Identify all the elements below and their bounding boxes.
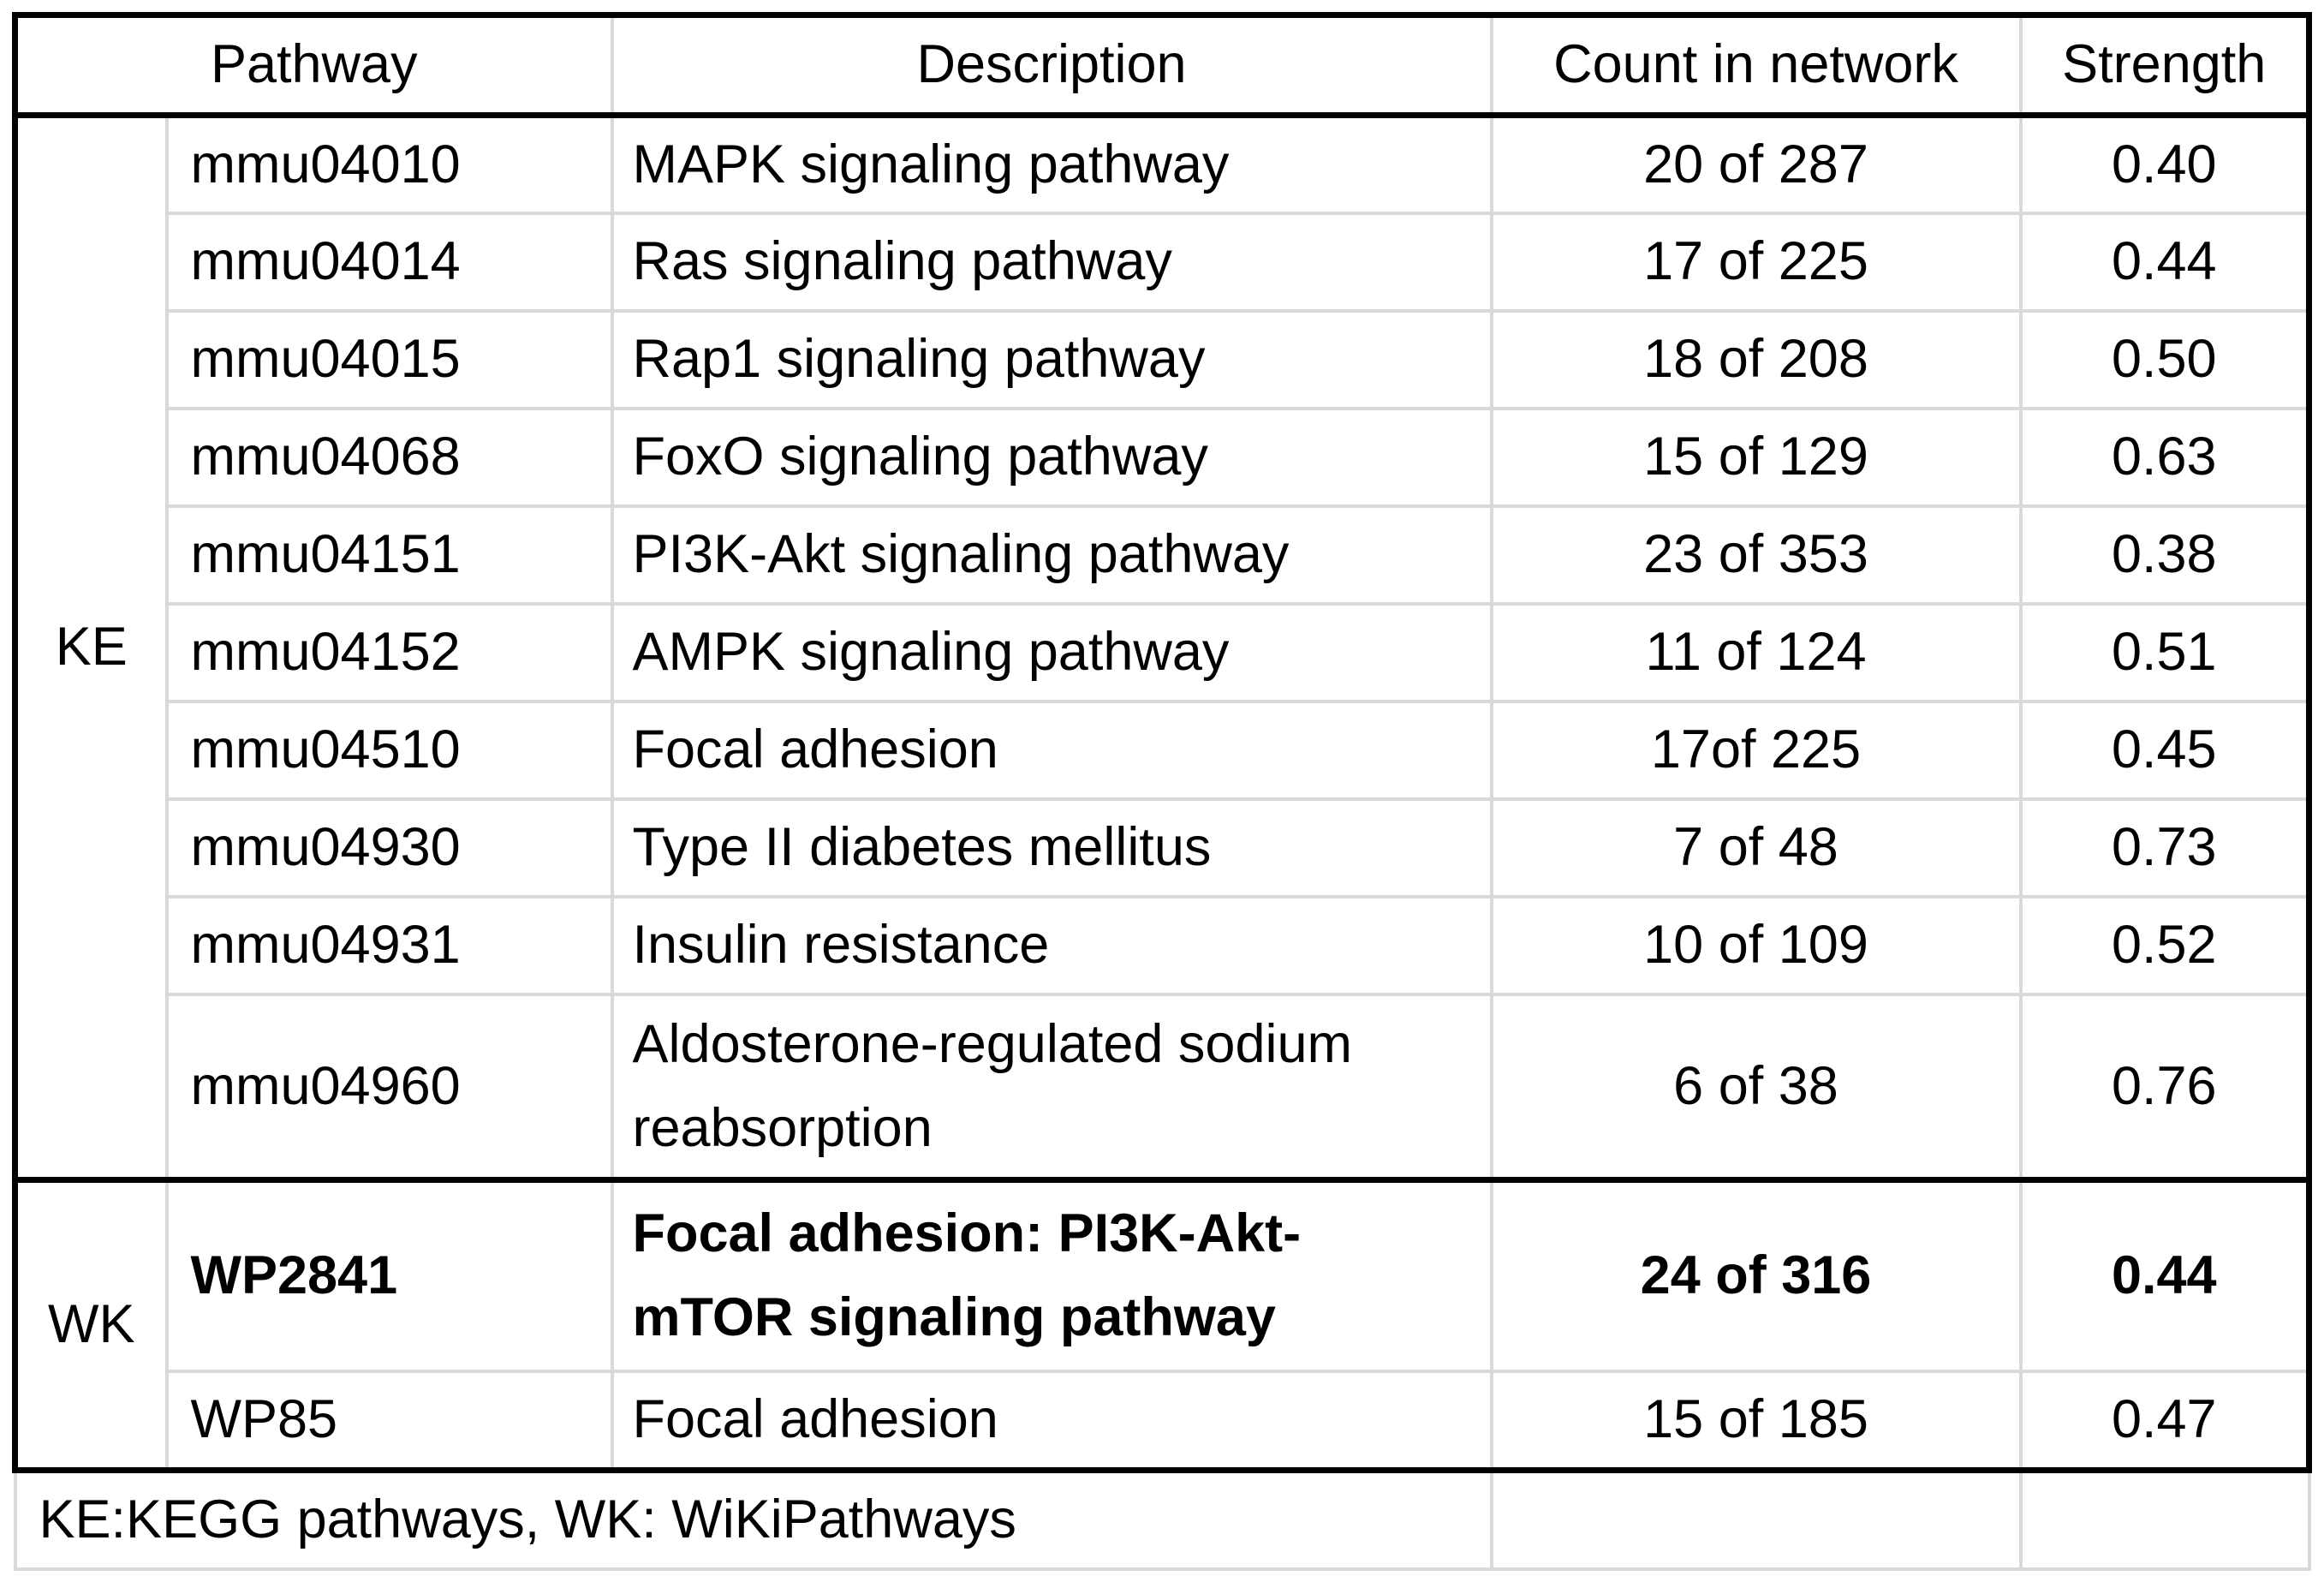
pathway-id-cell: mmu04010 [164, 113, 614, 216]
pathway-id-cell: mmu04068 [164, 407, 614, 509]
pathway-id-cell: WP2841 [164, 1178, 614, 1374]
description-cell: FoxO signaling pathway [610, 407, 1493, 509]
pathway-id-cell: mmu04931 [164, 895, 614, 997]
strength-cell: 0.52 [2018, 895, 2313, 997]
table-row: WP85 Focal adhesion 15 of 185 0.47 [15, 1370, 2313, 1473]
table-row: mmu04151 PI3K-Akt signaling pathway 23 o… [15, 504, 2313, 606]
count-cell: 20 of 287 [1489, 113, 2023, 216]
description-cell: AMPK signaling pathway [610, 602, 1493, 704]
count-cell: 15 of 185 [1489, 1370, 2023, 1473]
count-cell: 18 of 208 [1489, 309, 2023, 411]
pathway-id-cell: mmu04015 [164, 309, 614, 411]
table-row: mmu04152 AMPK signaling pathway 11 of 12… [15, 602, 2313, 704]
description-cell: Focal adhesion [610, 1370, 1493, 1473]
description-cell: Insulin resistance [610, 895, 1493, 997]
description-cell: Aldosterone-regulated sodium reabsorptio… [610, 993, 1493, 1183]
count-cell: 17 of 225 [1489, 212, 2023, 313]
count-cell: 6 of 38 [1489, 993, 2023, 1183]
footnote-row: KE:KEGG pathways, WK: WiKiPathways [13, 1468, 2311, 1571]
pathway-id-cell: mmu04510 [164, 700, 614, 802]
header-strength: Strength [2018, 12, 2313, 118]
strength-cell: 0.73 [2018, 797, 2313, 899]
pathway-id-cell: mmu04960 [164, 993, 614, 1183]
empty-count-cell [1489, 1468, 2023, 1571]
strength-cell: 0.76 [2018, 993, 2313, 1183]
table-row: mmu04014 Ras signaling pathway 17 of 225… [15, 212, 2313, 313]
strength-cell: 0.44 [2018, 212, 2313, 313]
header-description: Description [610, 12, 1493, 118]
description-cell: Type II diabetes mellitus [610, 797, 1493, 899]
footnote: KE:KEGG pathways, WK: WiKiPathways [13, 1468, 1493, 1571]
table-row: KE mmu04010 MAPK signaling pathway 20 of… [12, 113, 2313, 1183]
description-cell: Rap1 signaling pathway [610, 309, 1493, 411]
table-row: mmu04510 Focal adhesion 17of 225 0.45 [15, 700, 2313, 802]
strength-cell: 0.44 [2018, 1178, 2313, 1374]
strength-cell: 0.50 [2018, 309, 2313, 411]
table-row: mmu04931 Insulin resistance 10 of 109 0.… [15, 895, 2313, 997]
strength-cell: 0.45 [2018, 700, 2313, 802]
header-pathway: Pathway [11, 12, 614, 118]
count-cell: 24 of 316 [1489, 1178, 2023, 1374]
table-row: mmu04068 FoxO signaling pathway 15 of 12… [15, 407, 2313, 509]
table-row: mmu04960 Aldosterone-regulated sodium re… [15, 993, 2313, 1183]
pathway-id-cell: mmu04930 [164, 797, 614, 899]
pathway-id-cell: mmu04014 [164, 212, 614, 313]
group-label-wk: WK [12, 1178, 169, 1473]
count-cell: 17of 225 [1489, 700, 2023, 802]
strength-cell: 0.51 [2018, 602, 2313, 704]
empty-strength-cell [2018, 1468, 2311, 1571]
strength-cell: 0.47 [2018, 1370, 2313, 1473]
table-row: mmu04015 Rap1 signaling pathway 18 of 20… [15, 309, 2313, 411]
description-cell: Focal adhesion: PI3K-Akt-mTOR signaling … [610, 1178, 1493, 1374]
pathway-id-cell: mmu04152 [164, 602, 614, 704]
count-cell: 23 of 353 [1489, 504, 2023, 606]
count-cell: 11 of 124 [1489, 602, 2023, 704]
strength-cell: 0.63 [2018, 407, 2313, 509]
count-cell: 10 of 109 [1489, 895, 2023, 997]
table-row-highlighted: WK WP2841 Focal adhesion: PI3K-Akt-mTOR … [12, 1178, 2313, 1473]
description-cell: MAPK signaling pathway [610, 113, 1493, 216]
description-cell: Ras signaling pathway [610, 212, 1493, 313]
description-cell: PI3K-Akt signaling pathway [610, 504, 1493, 606]
pathway-id-cell: WP85 [164, 1370, 614, 1473]
strength-cell: 0.40 [2018, 113, 2313, 216]
strength-cell: 0.38 [2018, 504, 2313, 606]
table-row: mmu04930 Type II diabetes mellitus 7 of … [15, 797, 2313, 899]
count-cell: 15 of 129 [1489, 407, 2023, 509]
pathway-enrichment-table: Pathway Description Count in network Str… [11, 12, 2313, 1571]
count-cell: 7 of 48 [1489, 797, 2023, 899]
description-cell: Focal adhesion [610, 700, 1493, 802]
header-row: Pathway Description Count in network Str… [11, 12, 2313, 118]
pathway-id-cell: mmu04151 [164, 504, 614, 606]
group-label-ke: KE [12, 113, 169, 1183]
header-count: Count in network [1489, 12, 2023, 118]
